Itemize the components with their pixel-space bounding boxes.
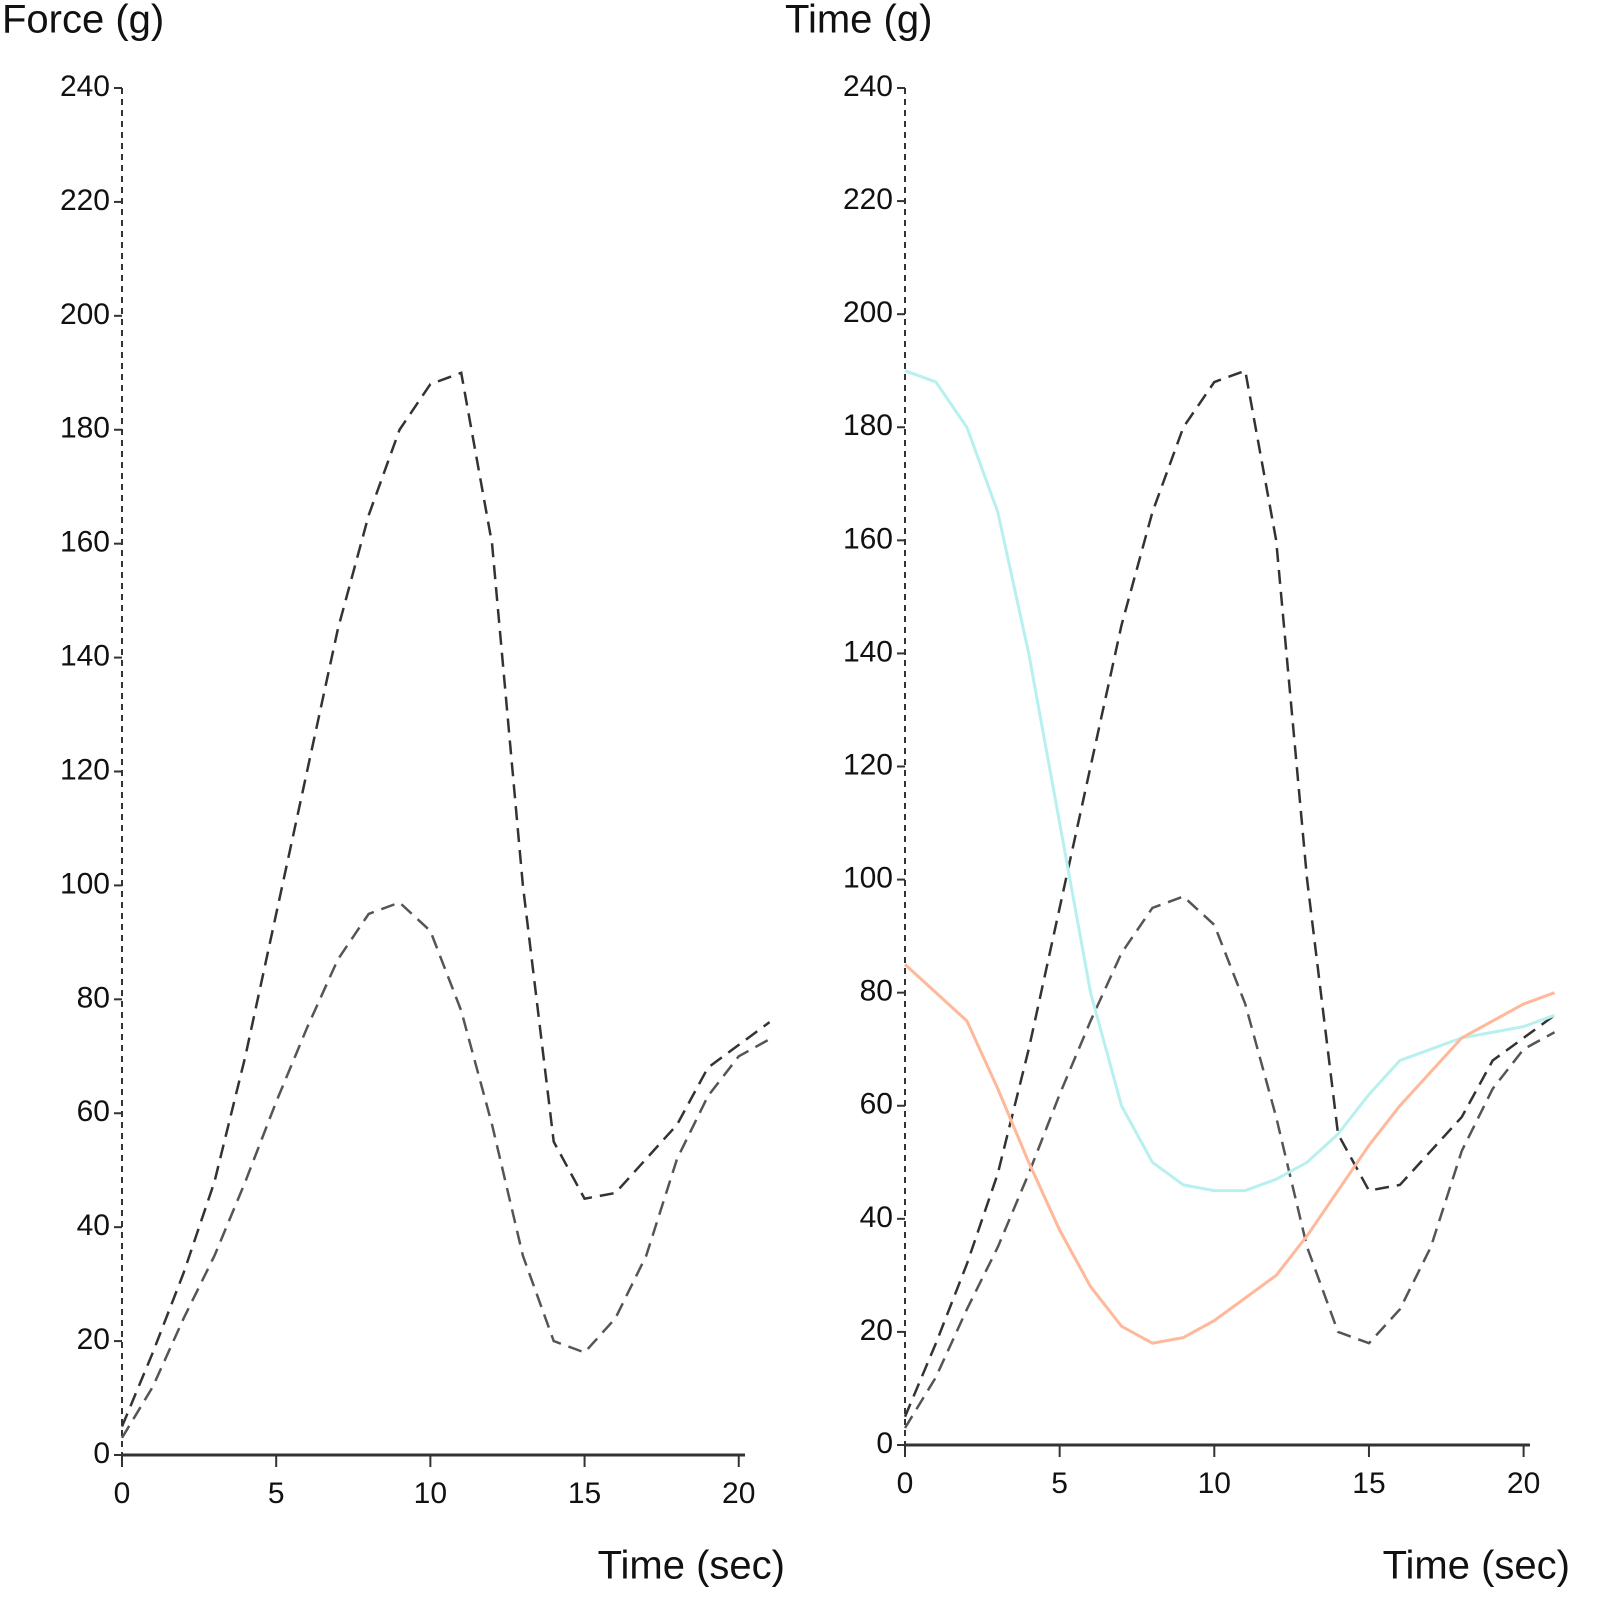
y-tick-label: 20 — [77, 1323, 110, 1356]
series-line — [903, 963, 1556, 1345]
y-tick-label: 200 — [60, 298, 110, 331]
y-tick-label: 120 — [60, 753, 110, 786]
x-tick-label: 5 — [1051, 1467, 1068, 1500]
x-tick-label: 10 — [1198, 1467, 1231, 1500]
y-tick-label: 220 — [843, 183, 893, 216]
x-tick-label: 20 — [722, 1477, 755, 1510]
y-tick-label: 20 — [860, 1314, 893, 1347]
x-tick-label: 0 — [114, 1477, 131, 1510]
x-tick-label: 20 — [1507, 1467, 1540, 1500]
x-axis-title: Time (sec) — [598, 1544, 785, 1588]
y-tick-label: 0 — [876, 1427, 893, 1460]
y-tick-label: 200 — [843, 296, 893, 329]
x-tick-label: 15 — [568, 1477, 601, 1510]
y-tick-label: 240 — [843, 70, 893, 103]
series-line — [903, 369, 1556, 1418]
y-tick-label: 60 — [77, 1095, 110, 1128]
x-axis-title: Time (sec) — [1383, 1544, 1570, 1588]
series-line — [903, 895, 1556, 1429]
x-tick-label: 5 — [268, 1477, 285, 1510]
x-tick-label: 10 — [414, 1477, 447, 1510]
y-tick-label: 40 — [860, 1201, 893, 1234]
y-tick-label: 240 — [60, 70, 110, 103]
y-tick-label: 180 — [843, 409, 893, 442]
y-tick-label: 100 — [843, 862, 893, 895]
y-axis-title: Force (g) — [2, 0, 164, 42]
x-tick-label: 0 — [897, 1467, 914, 1500]
y-tick-label: 220 — [60, 184, 110, 217]
y-tick-label: 40 — [77, 1209, 110, 1242]
y-tick-label: 0 — [93, 1437, 110, 1470]
y-tick-label: 160 — [843, 522, 893, 555]
series-line — [120, 371, 771, 1428]
y-tick-label: 180 — [60, 412, 110, 445]
y-tick-label: 140 — [60, 640, 110, 673]
y-tick-label: 100 — [60, 867, 110, 900]
y-tick-label: 160 — [60, 526, 110, 559]
y-tick-label: 80 — [77, 981, 110, 1014]
series-line — [904, 369, 1556, 1193]
y-tick-label: 140 — [843, 635, 893, 668]
x-tick-label: 15 — [1352, 1467, 1385, 1500]
y-axis-title: Time (g) — [785, 0, 932, 42]
y-tick-label: 80 — [860, 975, 893, 1008]
y-tick-label: 60 — [860, 1088, 893, 1121]
series-line — [120, 901, 771, 1439]
y-tick-label: 120 — [843, 748, 893, 781]
